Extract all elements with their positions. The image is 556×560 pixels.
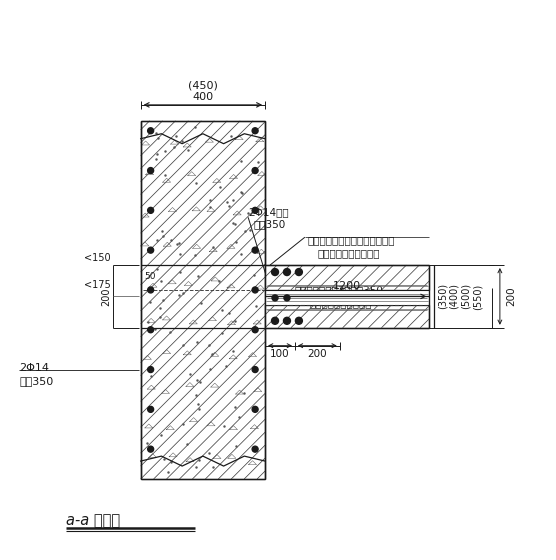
Text: 400: 400: [192, 92, 214, 102]
Circle shape: [252, 446, 258, 452]
Circle shape: [148, 167, 153, 174]
Circle shape: [148, 247, 153, 253]
Circle shape: [295, 269, 302, 276]
Text: 200: 200: [101, 287, 111, 306]
Text: 植筋350: 植筋350: [253, 220, 285, 229]
Circle shape: [252, 407, 258, 412]
Text: (500): (500): [461, 283, 471, 310]
Text: (400): (400): [449, 283, 459, 310]
Circle shape: [148, 128, 153, 134]
Circle shape: [148, 327, 153, 333]
Text: 大小参照梁配筋平面图: 大小参照梁配筋平面图: [310, 298, 373, 308]
Bar: [141, 121, 265, 479]
Text: (450): (450): [188, 81, 218, 91]
Circle shape: [284, 269, 290, 276]
Text: 2Φ14腰筋: 2Φ14腰筋: [248, 207, 289, 217]
Circle shape: [252, 167, 258, 174]
Bar: [265, 290, 429, 305]
Circle shape: [148, 287, 153, 293]
Circle shape: [271, 269, 279, 276]
Text: (550): (550): [473, 283, 483, 310]
Text: 50: 50: [145, 272, 156, 281]
Circle shape: [284, 295, 290, 301]
Circle shape: [284, 318, 290, 324]
Text: 梁上部两根钢筋穿通弯直角焊接: 梁上部两根钢筋穿通弯直角焊接: [308, 235, 395, 245]
Circle shape: [148, 367, 153, 372]
Circle shape: [272, 295, 278, 301]
Text: <175: <175: [84, 280, 111, 290]
Text: 植筋350: 植筋350: [19, 376, 53, 386]
Text: 200: 200: [506, 287, 516, 306]
Text: 1200: 1200: [333, 282, 361, 291]
Circle shape: [252, 327, 258, 333]
Text: 大小参照梁配筋平面图: 大小参照梁配筋平面图: [318, 248, 380, 258]
Bar: [265, 265, 429, 290]
Text: 2Φ14: 2Φ14: [19, 362, 49, 372]
Circle shape: [252, 287, 258, 293]
Circle shape: [148, 207, 153, 213]
Text: 100: 100: [270, 349, 290, 358]
Text: 梁下部钢筋植入3根深度350: 梁下部钢筋植入3根深度350: [295, 285, 384, 295]
Circle shape: [148, 446, 153, 452]
Text: <150: <150: [84, 253, 111, 263]
Circle shape: [148, 407, 153, 412]
Text: (350): (350): [437, 283, 447, 310]
Circle shape: [252, 367, 258, 372]
Circle shape: [252, 207, 258, 213]
Text: 200: 200: [307, 349, 327, 358]
Bar: [265, 305, 429, 328]
Circle shape: [252, 247, 258, 253]
Text: a-a 剖面图: a-a 剖面图: [66, 514, 120, 528]
Circle shape: [252, 128, 258, 134]
Circle shape: [271, 318, 279, 324]
Circle shape: [295, 318, 302, 324]
